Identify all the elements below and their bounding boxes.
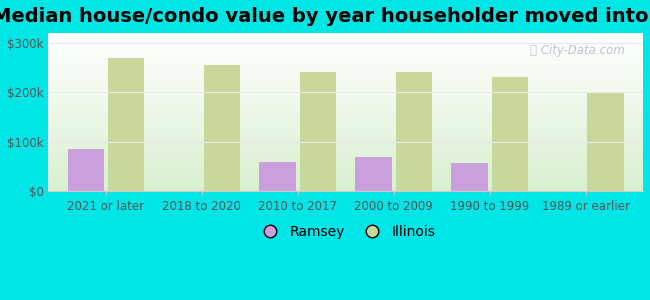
Title: Median house/condo value by year householder moved into unit: Median house/condo value by year househo… [0,7,650,26]
Bar [588,92,624,191]
Bar [396,72,432,191]
Bar [204,65,240,191]
Bar [300,72,336,191]
Bar [259,162,296,191]
Bar [356,157,392,191]
Bar [491,76,528,191]
Bar [68,149,104,191]
Bar [451,163,488,191]
Bar [108,58,144,191]
Text: ⓘ City-Data.com: ⓘ City-Data.com [530,44,625,57]
Legend: Ramsey, Illinois: Ramsey, Illinois [250,219,441,244]
